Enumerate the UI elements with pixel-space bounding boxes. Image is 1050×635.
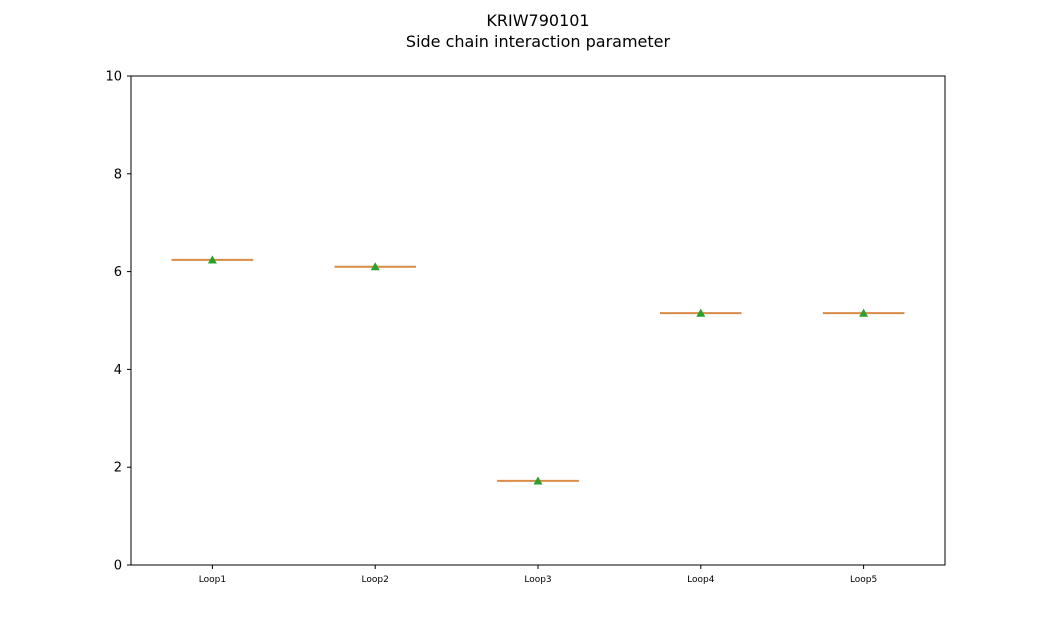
x-tick-label-loop3: Loop3 [524,575,551,585]
y-tick-label: 4 [114,363,122,378]
x-tick-label-loop2: Loop2 [362,575,389,585]
chart-title: KRIW790101 [486,11,589,30]
mean-marker-loop4 [696,308,706,317]
axes-frame [130,75,946,566]
chart-subtitle: Side chain interaction parameter [406,32,671,51]
x-tick-label-loop1: Loop1 [199,575,226,585]
mean-marker-loop5 [859,308,869,317]
plot-area: 0 2 4 6 8 10 Loop1 Loop2 Loop3 Loop4 Loop5 [105,70,946,585]
mean-marker-loop1 [207,255,217,264]
mean-marker-loop3 [533,476,543,485]
y-tick-label: 8 [114,167,122,182]
y-tick-label: 2 [114,461,122,476]
mean-marker-loop2 [370,262,380,271]
x-tick-label-loop4: Loop4 [687,575,715,585]
x-tick-label-loop5: Loop5 [850,575,877,585]
y-tick-label: 10 [105,70,122,85]
y-tick-label: 6 [114,265,122,280]
y-tick-label: 0 [114,559,122,574]
